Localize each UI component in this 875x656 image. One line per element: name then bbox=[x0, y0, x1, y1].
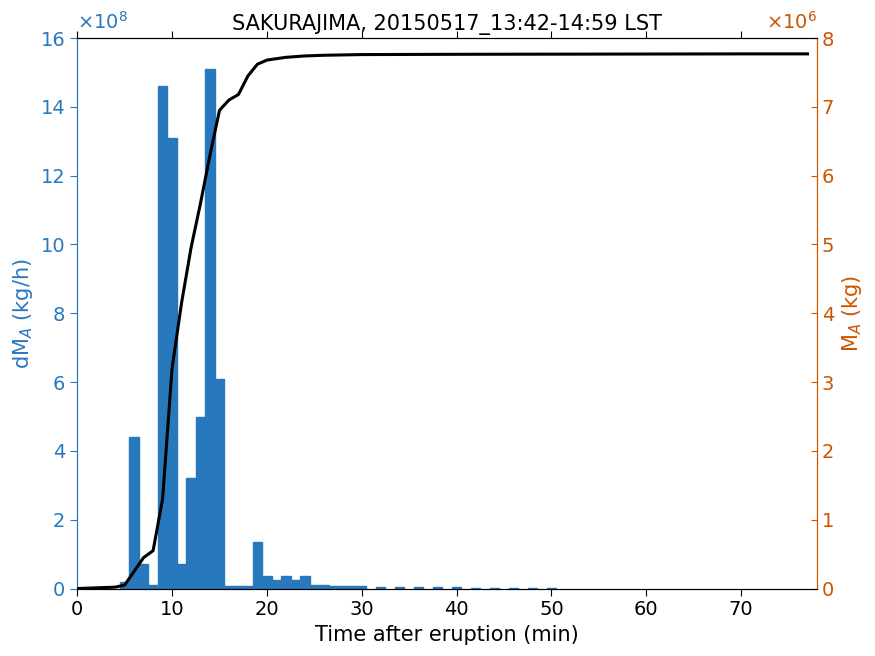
Bar bbox=[310, 585, 319, 588]
Bar bbox=[177, 564, 186, 588]
Bar bbox=[253, 542, 262, 588]
Bar bbox=[130, 437, 139, 588]
Bar bbox=[186, 478, 196, 588]
Bar bbox=[206, 69, 214, 588]
Bar bbox=[328, 586, 338, 588]
Bar bbox=[158, 86, 167, 588]
Bar bbox=[347, 586, 357, 588]
Bar bbox=[234, 586, 243, 588]
Bar bbox=[338, 586, 347, 588]
Bar bbox=[395, 587, 404, 588]
Bar bbox=[271, 580, 281, 588]
Bar bbox=[214, 379, 224, 588]
Y-axis label: dM$_A$ (kg/h): dM$_A$ (kg/h) bbox=[11, 258, 35, 369]
Bar bbox=[243, 586, 253, 588]
Text: $\times$10$^8$: $\times$10$^8$ bbox=[77, 10, 129, 33]
Bar bbox=[300, 577, 310, 588]
Bar bbox=[376, 587, 386, 588]
X-axis label: Time after eruption (min): Time after eruption (min) bbox=[315, 625, 579, 645]
Bar bbox=[120, 583, 130, 588]
Bar bbox=[414, 587, 424, 588]
Bar bbox=[149, 585, 157, 588]
Bar bbox=[224, 586, 234, 588]
Bar bbox=[167, 138, 177, 588]
Bar bbox=[290, 580, 300, 588]
Bar bbox=[196, 417, 206, 588]
Bar bbox=[262, 577, 271, 588]
Bar bbox=[319, 585, 328, 588]
Y-axis label: M$_A$ (kg): M$_A$ (kg) bbox=[840, 275, 864, 352]
Title: SAKURAJIMA, 20150517_13:42-14:59 LST: SAKURAJIMA, 20150517_13:42-14:59 LST bbox=[232, 14, 662, 35]
Text: $\times$10$^6$: $\times$10$^6$ bbox=[766, 10, 817, 33]
Bar bbox=[281, 577, 290, 588]
Bar bbox=[139, 564, 149, 588]
Bar bbox=[357, 586, 367, 588]
